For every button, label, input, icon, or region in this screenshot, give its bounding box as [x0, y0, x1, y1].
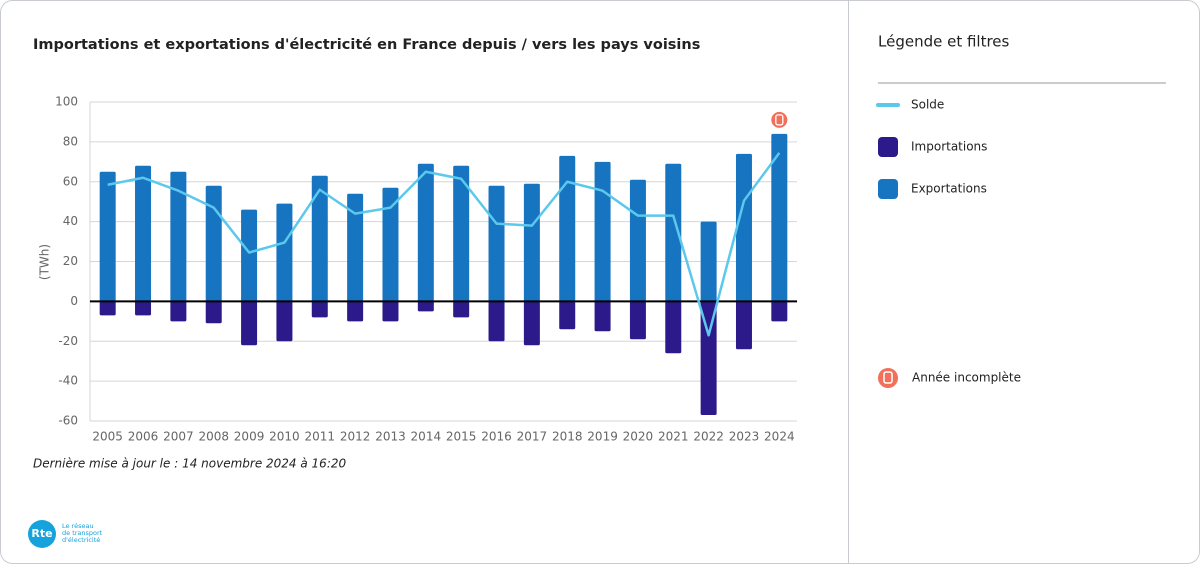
bar — [99, 301, 116, 316]
bar — [311, 301, 328, 318]
bar — [311, 175, 328, 302]
y-tick-label: -60 — [58, 414, 78, 428]
bar — [276, 301, 293, 342]
logo-badge — [28, 520, 56, 548]
bar — [417, 301, 434, 312]
bar — [559, 155, 576, 302]
x-tick-label: 2013 — [375, 430, 406, 444]
bar — [594, 161, 611, 302]
incomplete-icon — [878, 368, 898, 388]
x-tick-label: 2007 — [163, 430, 194, 444]
x-tick-label: 2018 — [552, 430, 583, 444]
logo: Rte — [31, 527, 52, 540]
incomplete-legend: Année incomplète — [878, 368, 1021, 388]
bar — [347, 301, 364, 322]
update-note: Dernière mise à jour le : 14 novembre 20… — [33, 457, 346, 471]
legend-label: Solde — [911, 98, 944, 112]
x-tick-label: 2019 — [587, 430, 618, 444]
bar — [276, 203, 293, 302]
bar — [453, 165, 470, 302]
logo-caption: de transport — [62, 529, 103, 537]
legend-swatch — [878, 179, 898, 199]
bar — [665, 301, 682, 354]
chart-title: Importations et exportations d'électrici… — [33, 37, 700, 53]
bar — [488, 185, 505, 302]
x-tick-label: 2024 — [764, 430, 795, 444]
bar — [559, 301, 576, 330]
bar — [700, 221, 717, 302]
legend-swatch — [878, 137, 898, 157]
y-tick-label: 100 — [55, 95, 78, 109]
bar — [170, 301, 187, 322]
bar — [629, 179, 646, 302]
bar — [382, 187, 399, 302]
bar — [700, 301, 717, 416]
bar — [135, 165, 152, 302]
bar — [665, 163, 682, 302]
bar — [771, 301, 788, 322]
bar — [523, 183, 540, 302]
bar — [629, 301, 646, 340]
bar — [205, 185, 222, 302]
bar — [241, 301, 258, 346]
x-tick-label: 2016 — [481, 430, 512, 444]
legend-label: Année incomplète — [912, 371, 1021, 385]
incomplete-marker-glyph — [775, 114, 784, 126]
x-tick-label: 2021 — [658, 430, 689, 444]
y-tick-label: 40 — [63, 214, 78, 228]
x-tick-label: 2023 — [729, 430, 760, 444]
x-tick-label: 2022 — [693, 430, 724, 444]
x-tick-label: 2011 — [305, 430, 336, 444]
legend-title: Légende et filtres — [878, 33, 1010, 51]
x-tick-label: 2010 — [269, 430, 300, 444]
y-axis-label: (TWh) — [38, 244, 52, 280]
bar — [382, 301, 399, 322]
bar — [735, 301, 752, 350]
y-tick-label: -40 — [58, 374, 78, 388]
x-tick-label: 2006 — [128, 430, 159, 444]
x-tick-label: 2017 — [517, 430, 548, 444]
x-tick-label: 2005 — [92, 430, 123, 444]
x-tick-label: 2012 — [340, 430, 371, 444]
bar — [735, 153, 752, 302]
bar — [205, 301, 222, 324]
bar — [99, 171, 116, 302]
y-tick-label: 0 — [70, 294, 78, 308]
bar — [135, 301, 152, 316]
legend-label: Exportations — [911, 182, 987, 196]
y-tick-label: -20 — [58, 334, 78, 348]
line — [107, 152, 781, 337]
x-tick-label: 2020 — [623, 430, 654, 444]
logo-caption: d'électricité — [62, 536, 100, 544]
bar — [488, 301, 505, 342]
bar — [453, 301, 470, 318]
x-tick-label: 2009 — [234, 430, 265, 444]
y-tick-label: 60 — [63, 174, 78, 188]
bar — [417, 163, 434, 302]
y-tick-label: 20 — [63, 254, 78, 268]
y-tick-label: 80 — [63, 134, 78, 148]
logo-caption: Le réseau — [62, 522, 94, 530]
incomplete-icon-glyph — [883, 371, 893, 384]
x-tick-label: 2014 — [411, 430, 442, 444]
bar — [170, 171, 187, 302]
bar — [771, 133, 788, 302]
x-tick-label: 2008 — [198, 430, 229, 444]
x-tick-label: 2015 — [446, 430, 477, 444]
bar — [241, 209, 258, 302]
bar — [594, 301, 611, 332]
legend-label: Importations — [911, 140, 987, 154]
bar — [347, 193, 364, 302]
bar — [523, 301, 540, 346]
